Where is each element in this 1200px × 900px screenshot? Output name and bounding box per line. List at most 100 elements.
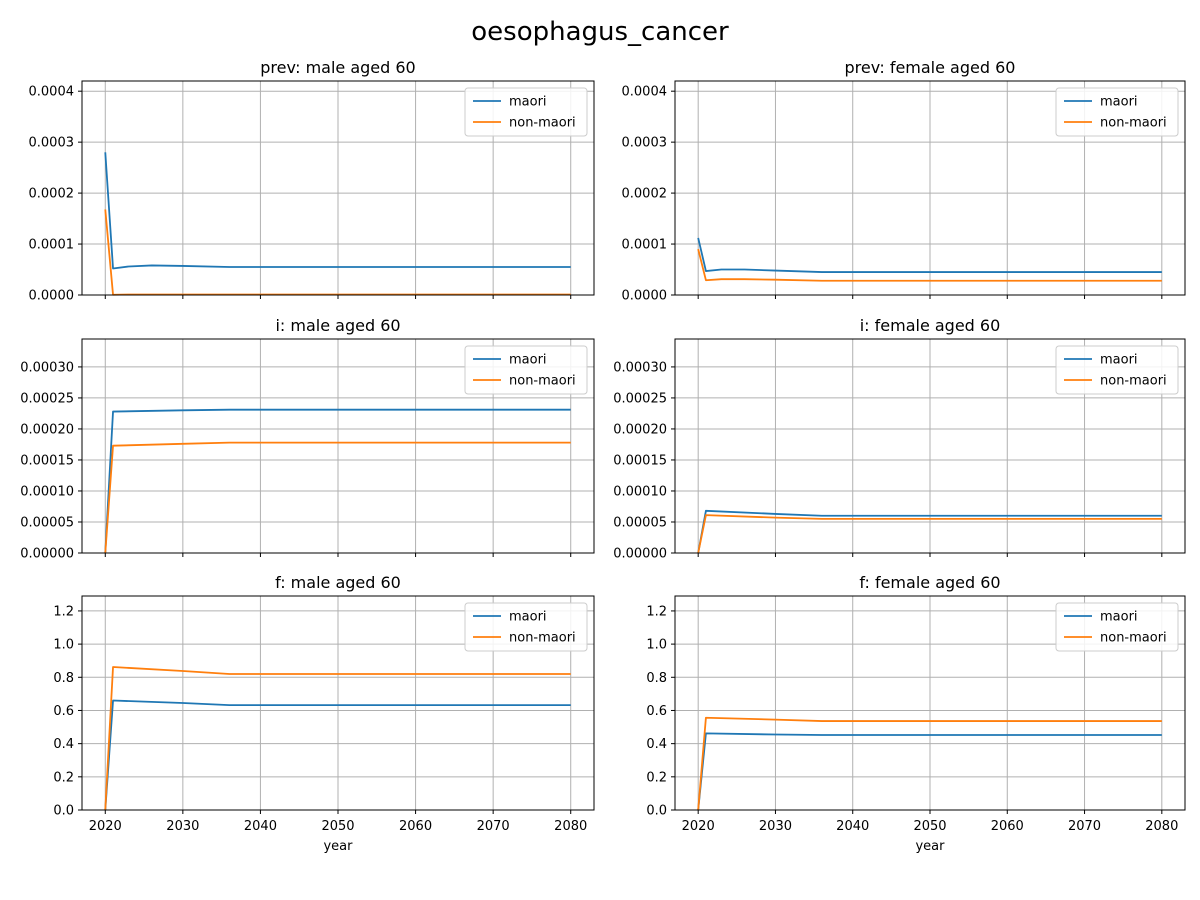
y-tick-label: 0.4: [53, 737, 74, 752]
subplot-title: i: female aged 60: [860, 316, 1001, 335]
y-tick-label: 1.0: [646, 638, 667, 653]
x-axis-label: year: [323, 839, 353, 854]
subplot-prev-male-aged-60: prev: male aged 60 0.0000 0.0001 0.0002 0.00…: [29, 58, 595, 304]
legend-label-non-maori: non-maori: [1100, 116, 1167, 131]
legend-label-non-maori: non-maori: [1100, 374, 1167, 389]
y-tick-label: 0.0002: [29, 187, 75, 202]
y-tick-label: 0.6: [646, 704, 667, 719]
legend-label-non-maori: non-maori: [509, 631, 576, 646]
legend-label-non-maori: non-maori: [1100, 631, 1167, 646]
series-line-maori: [697, 237, 1162, 273]
y-tick-label: 0.00010: [613, 484, 667, 499]
legend-label-non-maori: non-maori: [509, 374, 576, 389]
x-tick-label: 2060: [399, 819, 432, 834]
legend-label-non-maori: non-maori: [509, 116, 576, 131]
y-tick-label: 0.00030: [20, 360, 74, 375]
y-tick-label: 0.0002: [622, 187, 668, 202]
legend: maori non-maori: [464, 87, 588, 137]
x-tick-label: 2050: [321, 819, 354, 834]
y-tick-label: 0.0003: [622, 136, 668, 151]
subplot-prev-female-aged-60: prev: female aged 60 0.0000 0.0001 0.0002 0.…: [622, 58, 1186, 304]
x-tick-label: 2070: [477, 819, 510, 834]
y-tick-label: 0.00025: [20, 391, 74, 406]
x-tick-label: 2030: [166, 819, 199, 834]
series-line-maori: [697, 509, 1162, 554]
legend-frame: [1055, 602, 1179, 652]
subplot-i-male-aged-60: i: male aged 60 0.00000 0.00005 0.00010 0.00…: [20, 316, 595, 562]
legend-label-maori: maori: [1100, 95, 1138, 110]
subplot-grid: prev: male aged 600.00000.00010.00020.00…: [20, 58, 1186, 854]
y-tick-label: 0.00005: [613, 515, 667, 530]
legend-label-maori: maori: [509, 95, 547, 110]
y-tick-label: 0.00015: [20, 453, 74, 468]
y-tick-label: 0.00005: [20, 515, 74, 530]
subplot-title: i: male aged 60: [275, 316, 400, 335]
y-tick-label: 0.00020: [613, 422, 667, 437]
subplot-f-female-aged-60: f: female aged 60 2020 2030 2040 2050 2060 207…: [646, 573, 1186, 854]
subplot-title: f: male aged 60: [275, 573, 401, 592]
legend: maori non-maori: [1055, 345, 1179, 395]
y-tick-label: 0.2: [646, 770, 667, 785]
legend: maori non-maori: [464, 602, 588, 652]
legend-label-maori: maori: [1100, 610, 1138, 625]
y-tick-label: 0.00015: [613, 453, 667, 468]
legend-frame: [464, 87, 588, 137]
x-tick-label: 2040: [836, 819, 869, 834]
series-line-maori: [104, 152, 571, 270]
y-tick-label: 0.0: [646, 804, 667, 819]
x-tick-label: 2030: [759, 819, 792, 834]
y-tick-label: 0.00010: [20, 484, 74, 499]
y-tick-label: 0.0001: [622, 238, 668, 253]
x-axis-label: year: [915, 839, 945, 854]
legend: maori non-maori: [1055, 602, 1179, 652]
legend-frame: [464, 345, 588, 395]
legend: maori non-maori: [464, 345, 588, 395]
legend-frame: [1055, 87, 1179, 137]
y-tick-label: 0.8: [53, 671, 74, 686]
legend-label-maori: maori: [509, 353, 547, 368]
legend-frame: [1055, 345, 1179, 395]
x-tick-label: 2050: [913, 819, 946, 834]
x-tick-label: 2020: [682, 819, 715, 834]
x-tick-label: 2020: [89, 819, 122, 834]
y-tick-label: 0.0000: [29, 289, 75, 304]
y-tick-label: 0.00030: [613, 360, 667, 375]
y-tick-label: 0.00025: [613, 391, 667, 406]
series-line-non-maori: [697, 248, 1162, 282]
subplot-title: prev: male aged 60: [260, 58, 415, 77]
y-tick-label: 0.4: [646, 737, 667, 752]
x-tick-label: 2040: [244, 819, 277, 834]
x-tick-label: 2080: [1145, 819, 1178, 834]
series-line-non-maori: [697, 716, 1162, 811]
y-tick-label: 0.0004: [622, 85, 668, 100]
y-tick-label: 0.8: [646, 671, 667, 686]
y-tick-label: 0.0001: [29, 238, 75, 253]
subplot-title: prev: female aged 60: [845, 58, 1016, 77]
x-tick-label: 2060: [991, 819, 1024, 834]
y-tick-label: 0.00000: [613, 547, 667, 562]
y-tick-label: 0.00020: [20, 422, 74, 437]
series-line-non-maori: [104, 441, 571, 554]
y-tick-label: 1.2: [646, 604, 667, 619]
legend-frame: [464, 602, 588, 652]
figure-title: oesophagus_cancer: [471, 17, 729, 47]
legend: maori non-maori: [1055, 87, 1179, 137]
y-tick-label: 0.00000: [20, 547, 74, 562]
series-line-non-maori: [697, 514, 1162, 554]
series-line-maori: [104, 408, 571, 554]
x-tick-label: 2080: [554, 819, 587, 834]
x-tick-label: 2070: [1068, 819, 1101, 834]
series-line-non-maori: [104, 666, 571, 811]
legend-label-maori: maori: [1100, 353, 1138, 368]
y-tick-label: 0.6: [53, 704, 74, 719]
y-tick-label: 1.0: [53, 638, 74, 653]
series-line-maori: [697, 732, 1162, 811]
y-tick-label: 1.2: [53, 604, 74, 619]
y-tick-label: 0.2: [53, 770, 74, 785]
legend-label-maori: maori: [509, 610, 547, 625]
y-tick-label: 0.0004: [29, 85, 75, 100]
subplot-f-male-aged-60: f: male aged 60 2020 2030 2040 2050 2060 2070 2…: [53, 573, 595, 854]
y-tick-label: 0.0000: [622, 289, 668, 304]
series-line-maori: [104, 699, 571, 811]
